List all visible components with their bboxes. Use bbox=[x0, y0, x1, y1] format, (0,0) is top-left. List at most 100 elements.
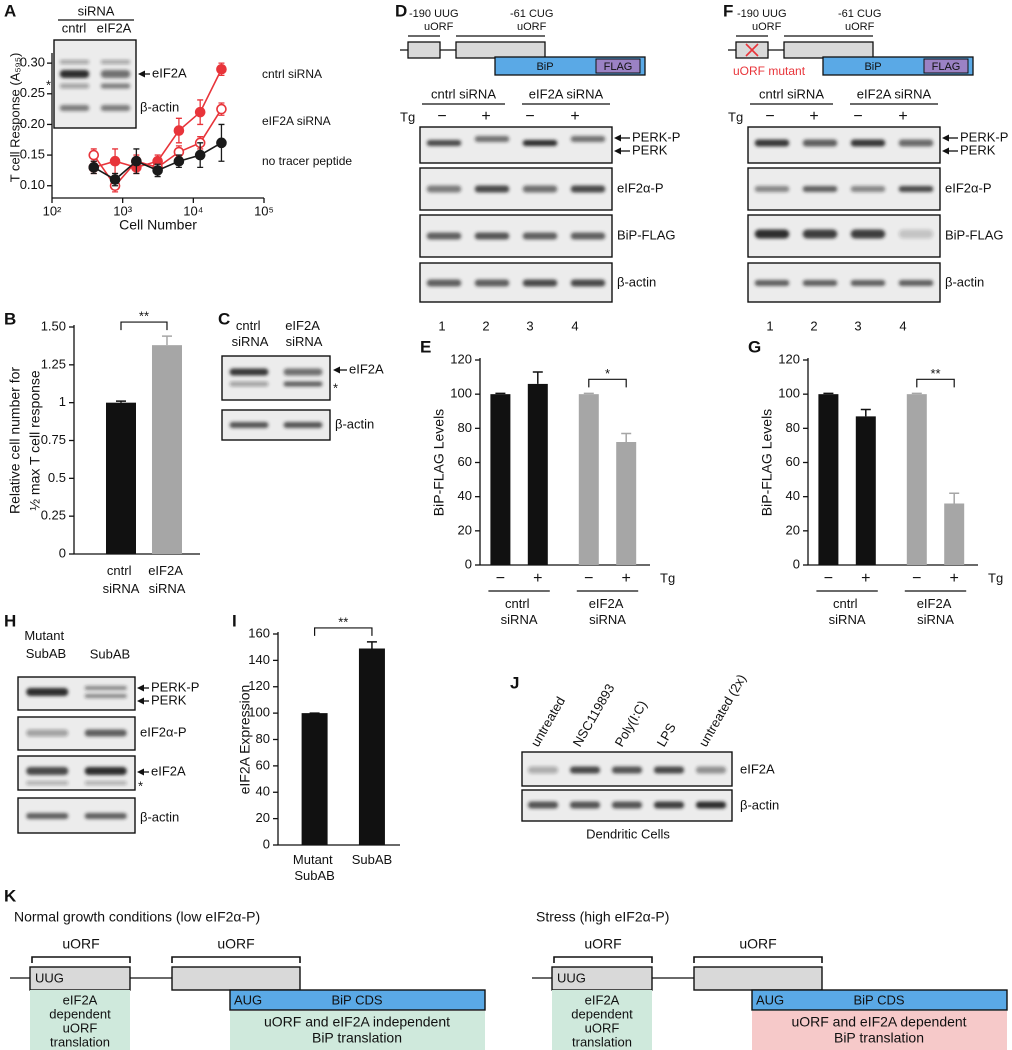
position-label: -61 CUG bbox=[510, 8, 553, 20]
bar bbox=[105, 402, 136, 554]
outcome-text: BiP translation bbox=[312, 1030, 402, 1046]
data-point bbox=[194, 149, 206, 161]
row-label: eIF2α-P bbox=[140, 724, 187, 739]
x-tick-label: − bbox=[496, 570, 505, 587]
blot-band bbox=[527, 801, 559, 809]
y-tick-label: 0 bbox=[465, 556, 472, 571]
lane-sign: + bbox=[809, 108, 818, 125]
significance-label: ** bbox=[139, 309, 149, 324]
lane-label: LPS bbox=[654, 720, 679, 749]
row-label: PERK bbox=[632, 142, 668, 157]
blot-band bbox=[850, 139, 886, 147]
position-label: uORF bbox=[517, 21, 547, 33]
bar bbox=[944, 503, 965, 565]
outcome-text: dependent bbox=[49, 1006, 111, 1021]
uorf-label: uORF bbox=[739, 936, 776, 952]
data-point bbox=[194, 106, 206, 118]
row-label: eIF2A bbox=[152, 65, 187, 80]
data-point bbox=[216, 103, 227, 115]
y-tick-label: 100 bbox=[248, 705, 270, 720]
y-tick-label: 140 bbox=[248, 652, 270, 667]
row-label: PERK-P bbox=[151, 679, 199, 694]
y-tick-label: 20 bbox=[256, 810, 270, 825]
bar bbox=[358, 648, 385, 845]
group-label: eIF2A siRNA bbox=[529, 86, 604, 101]
cds-label: BiP bbox=[864, 61, 881, 73]
group-label: cntrl siRNA bbox=[501, 596, 538, 627]
blot-band bbox=[754, 186, 790, 192]
outcome-text: uORF bbox=[63, 1020, 98, 1035]
panel-label: K bbox=[4, 886, 17, 905]
panel-label: A bbox=[4, 1, 16, 20]
group-label: cntrl siRNA bbox=[829, 596, 866, 627]
star: * bbox=[333, 380, 338, 395]
position-label: -61 CUG bbox=[838, 8, 881, 20]
star: * bbox=[138, 778, 143, 793]
y-tick-label: 40 bbox=[256, 784, 270, 799]
uorf-rule bbox=[31, 956, 131, 963]
panel-label: I bbox=[232, 611, 237, 630]
row-label: PERK bbox=[960, 142, 996, 157]
outcome-box bbox=[752, 1011, 1007, 1050]
outcome-text: eIF2A bbox=[585, 992, 620, 1007]
blot-band bbox=[898, 280, 934, 286]
y-tick-label: 40 bbox=[786, 488, 800, 503]
error-bar bbox=[532, 371, 543, 384]
panel-label: J bbox=[510, 673, 519, 692]
arrow-head bbox=[137, 697, 144, 705]
blot-band bbox=[802, 229, 838, 239]
position-label: uORF bbox=[845, 21, 875, 33]
data-point bbox=[131, 155, 142, 167]
outcome-text: uORF bbox=[585, 1020, 620, 1035]
group-label: eIF2A siRNA bbox=[589, 596, 627, 627]
blot-band bbox=[653, 801, 685, 809]
row-label: β-actin bbox=[140, 809, 179, 824]
outcome-text: eIF2A bbox=[63, 992, 98, 1007]
lane-sign: + bbox=[898, 108, 907, 125]
data-point bbox=[88, 162, 100, 173]
y-tick-label: 40 bbox=[458, 488, 472, 503]
y-tick-label: 0.75 bbox=[41, 432, 66, 447]
lane-sign: − bbox=[437, 108, 446, 125]
blot-panel bbox=[221, 355, 331, 401]
blot-band bbox=[426, 279, 462, 287]
row-label: β-actin bbox=[140, 99, 179, 114]
y-tick-label: 100 bbox=[778, 386, 800, 401]
lane-sign: − bbox=[853, 108, 862, 125]
blot-band bbox=[84, 813, 127, 819]
x-tick-label: + bbox=[861, 570, 870, 587]
blot-band bbox=[26, 729, 69, 737]
blot-band bbox=[229, 422, 269, 428]
error-bar bbox=[621, 432, 632, 442]
error-bar bbox=[161, 335, 172, 346]
panel-label: E bbox=[420, 337, 431, 356]
lane-number: 2 bbox=[810, 318, 817, 333]
blot-band bbox=[474, 232, 510, 240]
lane-label: SubAB bbox=[90, 646, 130, 661]
y-axis-label: Relative cell number for bbox=[7, 367, 23, 514]
lane-number: 1 bbox=[438, 318, 445, 333]
blot-band bbox=[474, 279, 510, 287]
significance-label: ** bbox=[930, 366, 940, 381]
x-tick-label: Mutant SubAB bbox=[293, 852, 336, 883]
blot-band bbox=[59, 83, 90, 89]
blot-band bbox=[84, 729, 127, 737]
arrow-head bbox=[614, 134, 621, 142]
uorf-box bbox=[171, 966, 301, 991]
blot-band bbox=[474, 136, 510, 142]
y-tick-label: 0 bbox=[263, 836, 270, 851]
x-tick-label: eIF2A siRNA bbox=[148, 563, 186, 596]
y-tick-label: 1.50 bbox=[41, 318, 66, 333]
position-label: uORF bbox=[424, 21, 454, 33]
blot-band bbox=[59, 70, 90, 78]
blot-band bbox=[84, 767, 127, 775]
blot-band bbox=[695, 766, 727, 774]
row-label: eIF2A bbox=[349, 361, 384, 376]
data-point bbox=[109, 174, 121, 185]
lane-number: 4 bbox=[899, 318, 906, 333]
mutation-mark bbox=[745, 43, 759, 57]
x-tick-label: + bbox=[950, 570, 959, 587]
data-point bbox=[216, 137, 227, 149]
blot-band bbox=[84, 781, 127, 785]
